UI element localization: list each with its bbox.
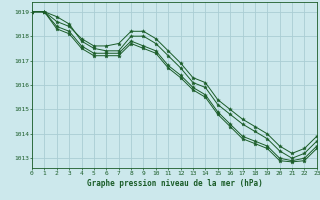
X-axis label: Graphe pression niveau de la mer (hPa): Graphe pression niveau de la mer (hPa) xyxy=(86,179,262,188)
